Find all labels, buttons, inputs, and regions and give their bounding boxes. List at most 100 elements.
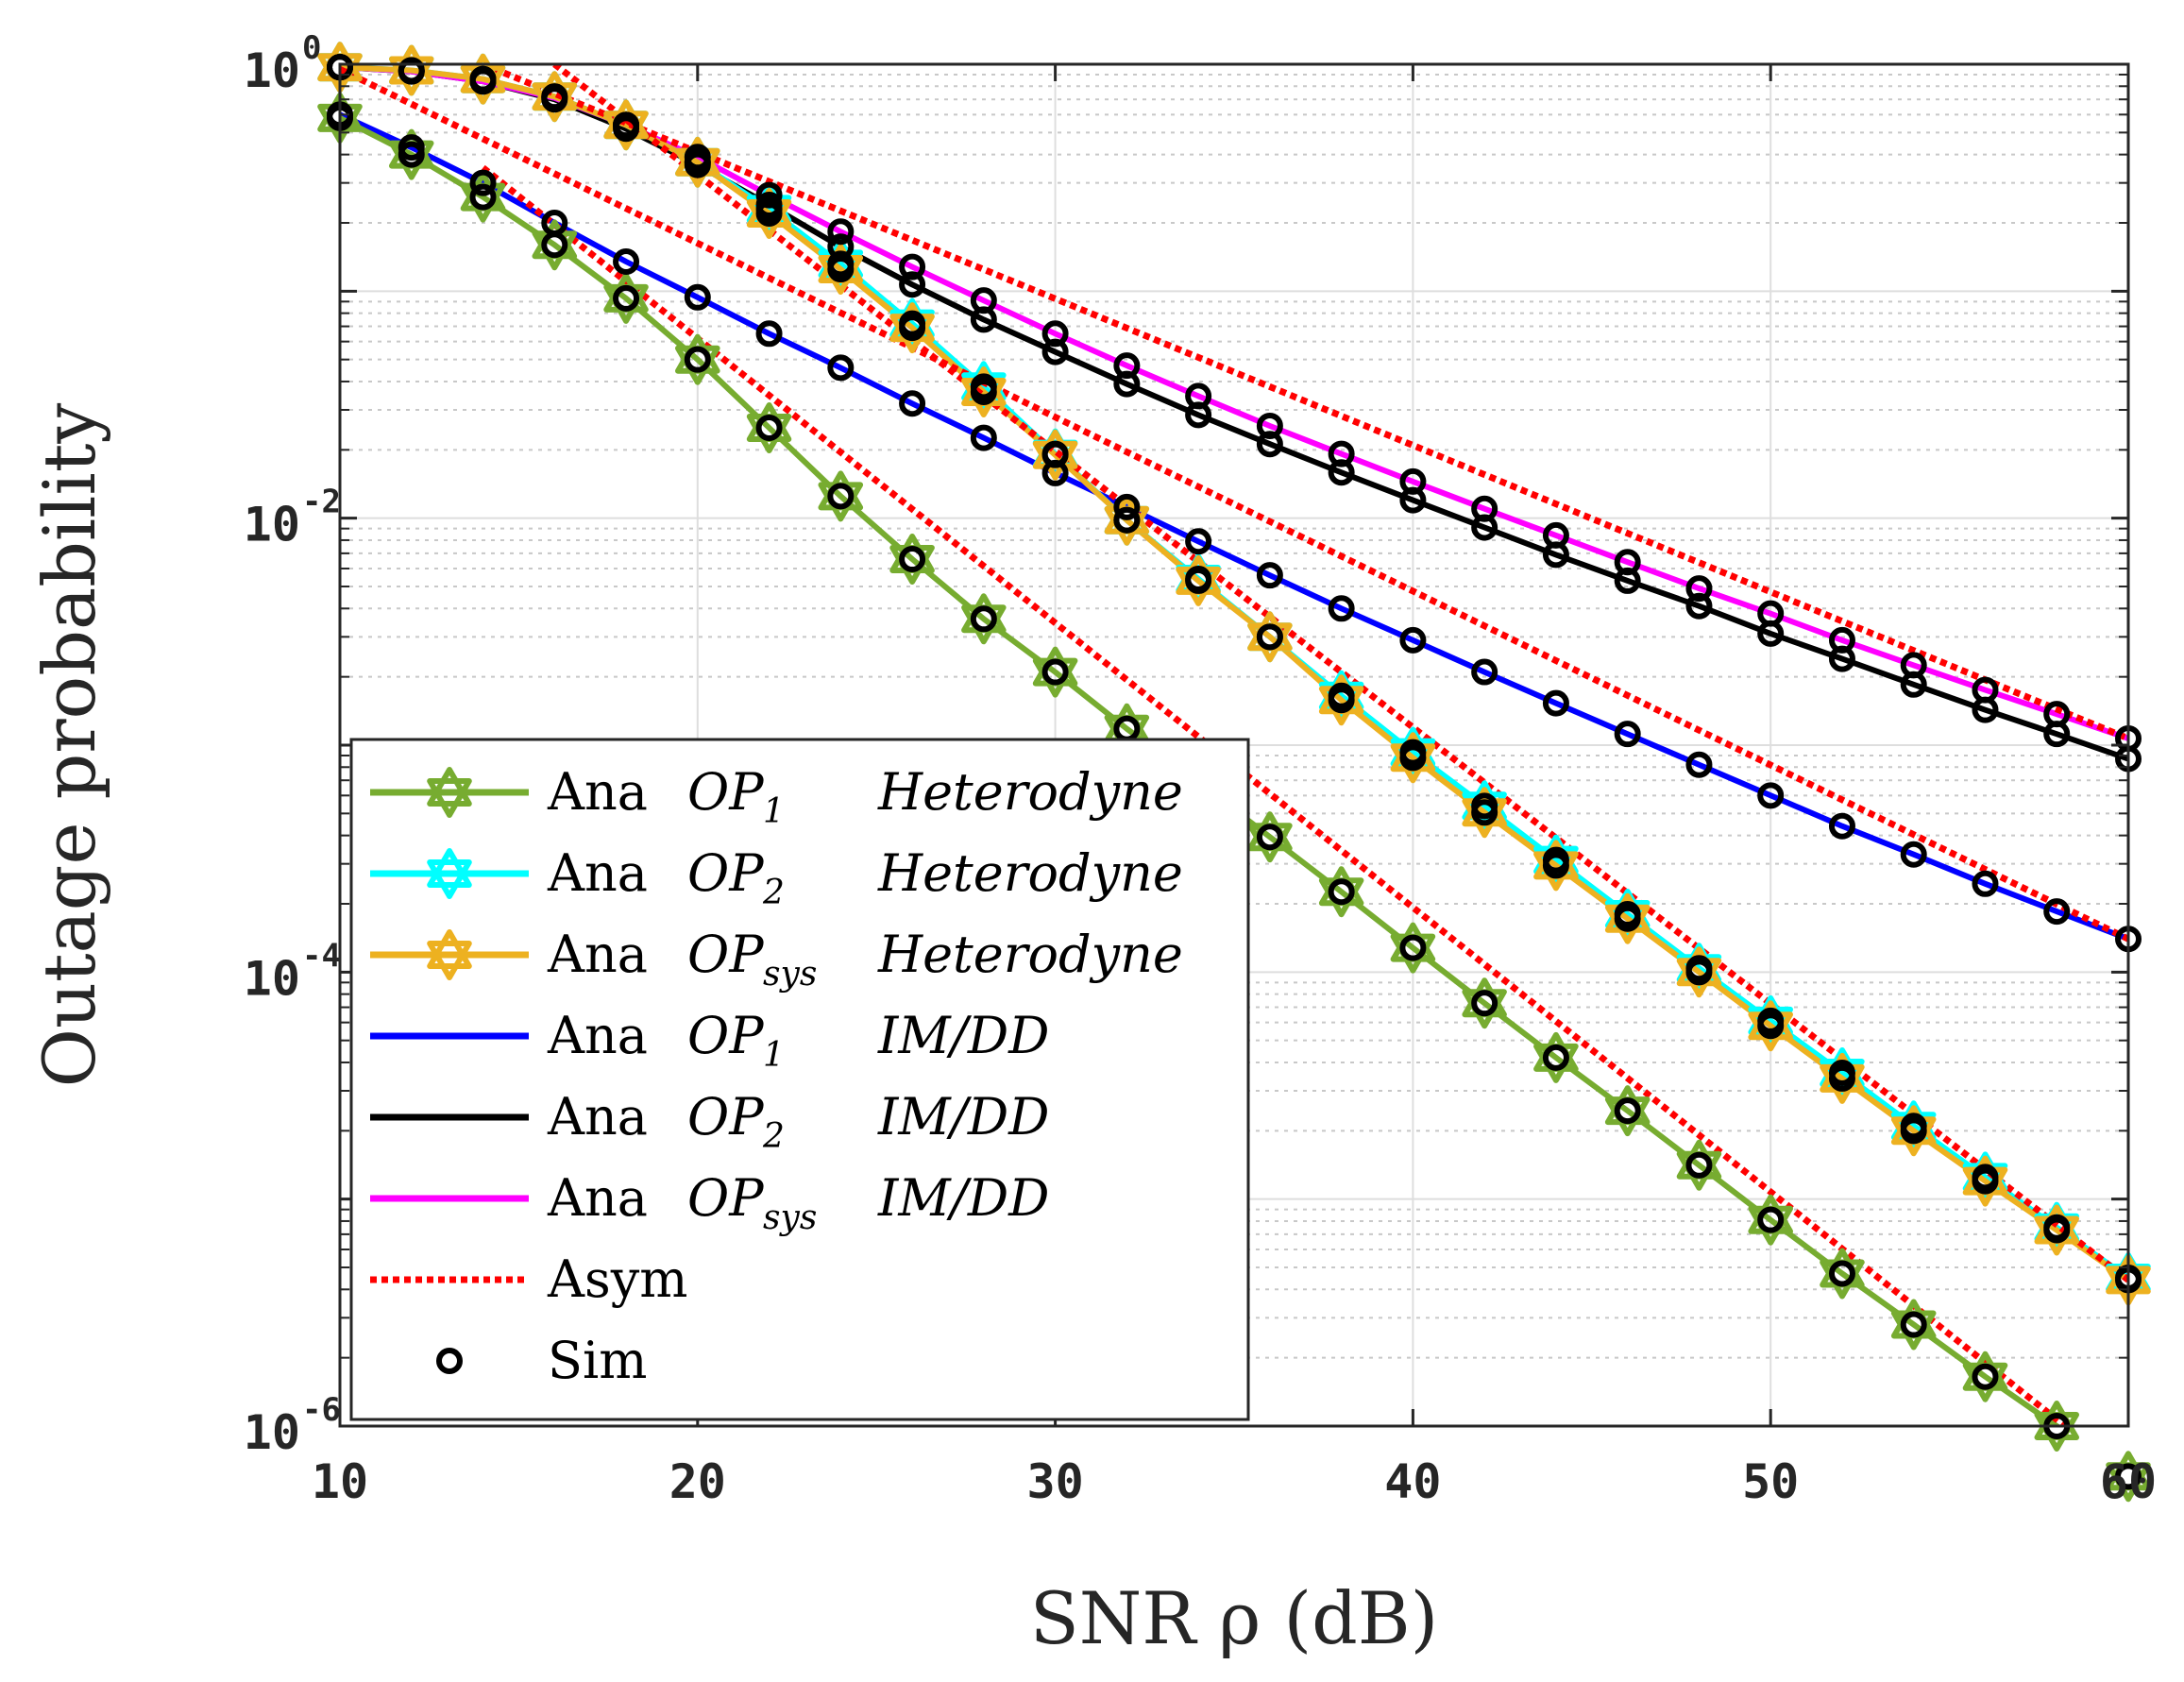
sim-point [541,209,568,236]
sim-point [827,354,855,382]
sim-point [1041,320,1069,348]
sim-point [1685,1151,1713,1179]
sim-point [1900,652,1927,679]
sim-point [2043,701,2071,728]
sim-point [1113,352,1141,380]
legend-swatch-sim [436,1348,463,1374]
sim-point [684,346,711,373]
legend-metric: OP [687,925,765,984]
legend-label: Ana [547,1006,648,1065]
x-tick-label: 20 [669,1454,726,1509]
legend-metric: OP [687,843,765,903]
sim-point [1471,495,1498,522]
legend-item: Ana OP sys Heterodyne [370,925,1183,994]
legend-label: Asym [547,1249,687,1309]
sim-point [2115,1463,2142,1490]
sim-point [1328,440,1355,467]
legend-label: Ana [547,1168,648,1228]
legend-item: Asym [370,1249,687,1309]
sim-point [1328,878,1355,906]
y-tick-label: 10 -4 [244,937,341,1006]
legend-metric: OP [687,1087,765,1147]
sim-point [469,169,497,196]
sim-point [1900,1117,1927,1145]
sim-point [827,233,855,261]
y-tick-exponent: 0 [302,29,321,67]
sim-point [1256,562,1283,589]
legend-scheme: IM/DD [877,1087,1049,1147]
legend-subscript: sys [763,955,817,994]
sim-point [398,58,425,85]
sim-point [613,111,640,139]
sim-point [1185,567,1212,594]
y-tick-label: 10 -2 [244,484,341,552]
hexagram-down [427,859,472,899]
sim-point [827,483,855,510]
sim-point [1399,467,1427,495]
legend-swatch-marker [427,767,472,818]
sim-point [1041,459,1069,486]
sim-point [2043,898,2071,926]
sim-point [1471,658,1498,686]
legend-metric: OP [687,1006,765,1065]
sim-point [1757,600,1785,627]
sim-point [755,191,783,218]
sim-point [755,415,783,442]
hexagram-up [427,767,472,807]
legend-scheme: IM/DD [877,1168,1049,1228]
sim-point [755,320,783,348]
sim-point [1471,799,1498,826]
x-tick-labels: 10 20 30 40 50 60 [312,1454,2157,1509]
sim-point [899,390,926,417]
sim-point [1399,744,1427,772]
hexagram-up [427,929,472,969]
sim-point [398,134,425,161]
y-tick-exponent: -4 [302,937,341,975]
sim-point [1685,592,1713,620]
y-axis-label: Outage probability [27,403,111,1088]
y-tick-exponent: -6 [302,1391,341,1429]
x-tick-label: 10 [312,1454,368,1509]
x-tick-label: 30 [1026,1454,1083,1509]
sim-point [1542,689,1569,717]
sim-point [1828,1260,1855,1287]
sim-point [613,248,640,276]
y-tick-base: 10 [244,951,300,1006]
sim-layer [327,54,2142,1490]
sim-point [1185,382,1212,410]
legend-subscript: 2 [762,1117,785,1156]
sim-point [755,181,783,209]
legend-box [349,738,1250,1421]
sim-point [1328,595,1355,622]
sim-point [613,284,640,312]
legend-subscript: sys [763,1198,817,1237]
legend-scheme: Heterodyne [877,925,1183,984]
legend-item: Ana OP 1 IM/DD [370,1006,1049,1075]
y-tick-base: 10 [244,498,300,552]
sim-point [1399,626,1427,654]
sim-point [1256,412,1283,439]
asym-line [552,64,2128,1283]
sim-point [1757,1012,1785,1040]
sim-point [1900,841,1927,868]
asym-line [340,66,2128,943]
sim-point [827,218,855,246]
sim-point [899,253,926,280]
sim-point [1757,782,1785,809]
legend-subscript: 2 [762,874,785,912]
sim-point [1828,1064,1855,1092]
sim-point [1972,1363,1999,1390]
sim-point [469,183,497,211]
legend-swatch-marker [427,929,472,980]
sim-point [2043,1216,2071,1244]
hexagram-down [427,778,472,818]
legend-label: Ana [547,762,648,822]
sim-point [1041,658,1069,686]
sim-point [1399,934,1427,961]
sim-point [1900,1311,1927,1338]
sim-point [1614,1097,1641,1125]
sim-point [899,271,926,298]
